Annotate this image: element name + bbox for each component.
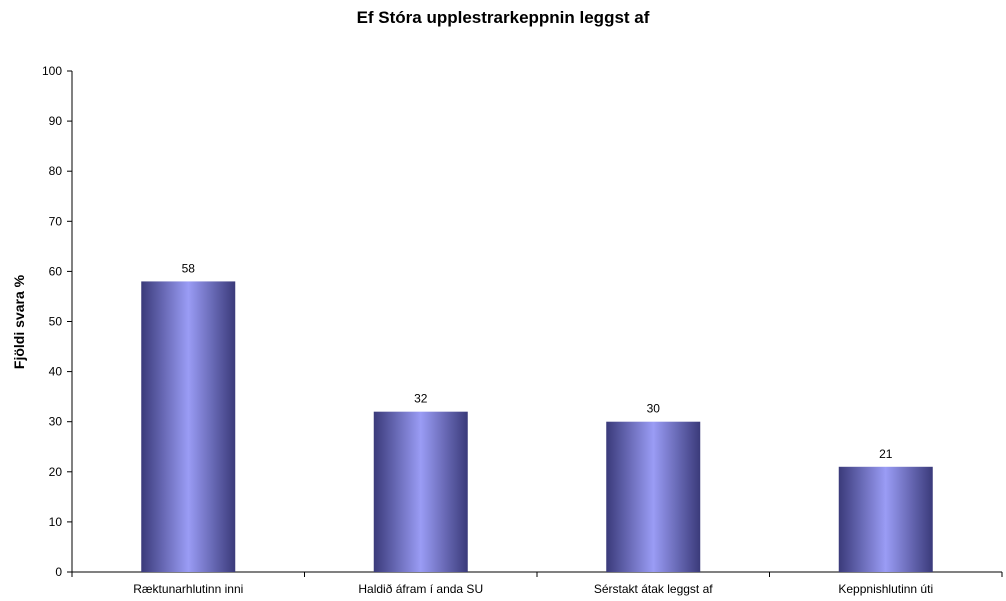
y-tick-label: 100 [42, 64, 62, 78]
x-category-label: Ræktunarhlutinn inni [133, 582, 243, 596]
y-tick-label: 50 [49, 315, 63, 329]
plot-area: 0 10 20 30 40 50 60 70 80 90 100 58 Ræktunarhlutinn … [42, 64, 1003, 596]
chart-title: Ef Stóra upplestrarkeppnin leggst af [356, 8, 650, 27]
data-label: 30 [647, 402, 661, 416]
data-label: 32 [414, 392, 428, 406]
y-tick-label: 30 [49, 415, 63, 429]
data-label: 58 [182, 261, 196, 275]
y-tick-label: 0 [55, 565, 62, 579]
y-tick-label: 10 [49, 515, 63, 529]
y-tick-label: 40 [49, 365, 63, 379]
bar [141, 281, 236, 572]
x-category-label: Keppnishlutinn úti [838, 582, 933, 596]
y-tick-label: 70 [49, 214, 63, 228]
bar [606, 421, 701, 572]
y-tick-label: 80 [49, 164, 63, 178]
x-category-label: Haldið áfram í anda SU [358, 582, 483, 596]
bar [373, 411, 468, 572]
y-tick-label: 60 [49, 264, 63, 278]
bar [838, 466, 933, 572]
y-tick-label: 90 [49, 114, 63, 128]
y-tick-label: 20 [49, 465, 63, 479]
x-category-label: Sérstakt átak leggst af [594, 582, 713, 596]
data-label: 21 [879, 447, 893, 461]
y-axis-label: Fjöldi svara % [11, 274, 27, 369]
